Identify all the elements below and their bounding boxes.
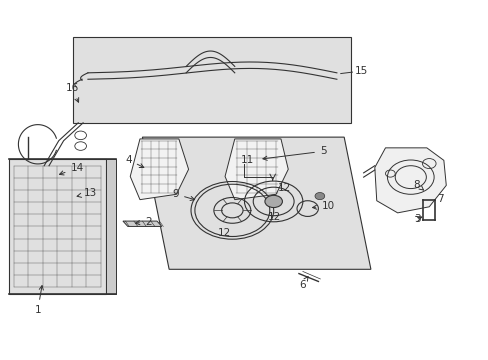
Text: 12: 12 [217,229,230,238]
Text: 7: 7 [437,194,443,204]
Polygon shape [374,148,446,213]
Text: 15: 15 [354,66,367,76]
Polygon shape [122,221,162,226]
Bar [9,158,106,294]
Text: 12: 12 [267,212,281,222]
Ellipse shape [264,195,282,208]
Text: 16: 16 [65,84,79,102]
Text: 8: 8 [413,180,423,190]
Bar [106,158,116,294]
Polygon shape [142,137,370,269]
Text: 4: 4 [125,155,143,167]
Text: 12: 12 [277,184,290,193]
Polygon shape [224,139,287,200]
Text: 1: 1 [34,285,43,315]
Text: 3: 3 [413,214,420,224]
Text: 10: 10 [312,201,334,211]
Bar [73,37,351,123]
Text: 13: 13 [77,188,97,198]
Text: 6: 6 [298,276,307,290]
Text: 11: 11 [240,155,253,165]
Text: 2: 2 [135,217,151,227]
Text: 9: 9 [172,189,194,201]
Text: 14: 14 [60,163,83,175]
Polygon shape [130,139,188,200]
Circle shape [314,193,324,200]
Text: 5: 5 [263,146,326,160]
